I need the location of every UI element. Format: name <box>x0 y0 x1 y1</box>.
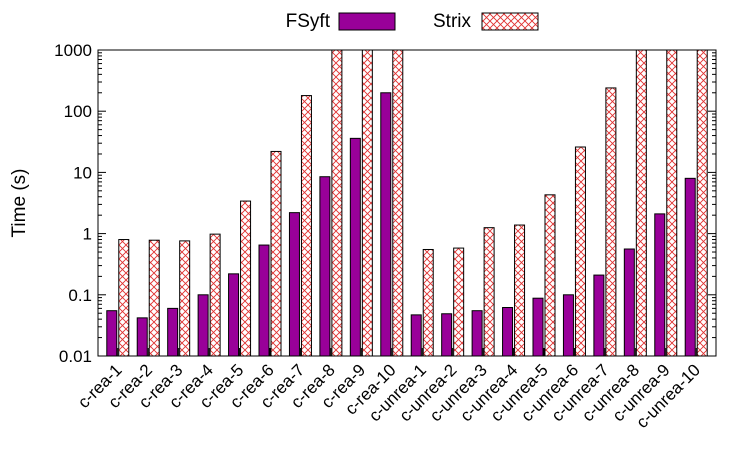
bar-strix <box>635 49 647 357</box>
y-tick-label: 0.1 <box>68 286 92 305</box>
bar-strix <box>453 247 465 357</box>
bar-strix <box>300 95 312 357</box>
bar-fsyft <box>654 213 666 357</box>
bar-fsyft <box>471 310 483 357</box>
bar-strix <box>148 239 160 357</box>
bar-fsyft <box>562 294 574 357</box>
bar-strix <box>483 227 495 357</box>
bar-strix <box>422 248 434 357</box>
bar-fsyft <box>684 177 696 357</box>
legend-swatch-strix <box>481 12 539 31</box>
bar-strix <box>514 224 526 357</box>
legend-label-strix: Strix <box>433 11 472 32</box>
bar-strix <box>118 239 130 357</box>
plot-frame <box>97 49 717 357</box>
bar-fsyft <box>502 307 514 357</box>
bar-fsyft <box>349 137 361 357</box>
bar-strix <box>209 233 221 357</box>
bar-fsyft <box>532 297 544 357</box>
bar-strix <box>392 49 404 357</box>
bar-fsyft <box>319 176 331 357</box>
bar-fsyft <box>106 310 118 357</box>
bar-strix <box>605 87 617 357</box>
bar-fsyft <box>441 313 453 357</box>
bar-fsyft <box>410 314 422 357</box>
bar-strix <box>361 49 373 357</box>
y-tick-label: 10 <box>73 163 92 182</box>
plot-area: 0.010.11101001000c-rea-1c-rea-2c-rea-3c-… <box>54 41 717 432</box>
bar-strix <box>270 150 282 357</box>
bar-fsyft <box>380 92 392 357</box>
bar-strix <box>331 49 343 357</box>
bar-strix <box>666 49 678 357</box>
bar-fsyft <box>228 273 240 357</box>
y-axis-title: Time (s) <box>9 169 30 238</box>
bar-fsyft <box>623 248 635 357</box>
legend-swatch-fsyft <box>338 12 396 31</box>
bar-fsyft <box>288 212 300 357</box>
y-tick-label: 100 <box>64 102 92 121</box>
legend: FSyft Strix <box>286 11 539 32</box>
legend-label-fsyft: FSyft <box>286 11 331 32</box>
bar-fsyft <box>167 307 179 357</box>
bar-fsyft <box>258 244 270 357</box>
bar-fsyft <box>197 294 209 357</box>
y-tick-label: 1 <box>83 225 92 244</box>
bar-strix <box>696 49 708 357</box>
y-tick-label: 0.01 <box>59 347 92 366</box>
y-tick-label: 1000 <box>54 41 92 60</box>
bar-strix <box>240 200 252 357</box>
bar-strix <box>179 240 191 357</box>
bar-fsyft <box>136 317 148 357</box>
bar-strix <box>574 146 586 357</box>
bar-strix <box>544 194 556 357</box>
bar-fsyft <box>593 274 605 357</box>
